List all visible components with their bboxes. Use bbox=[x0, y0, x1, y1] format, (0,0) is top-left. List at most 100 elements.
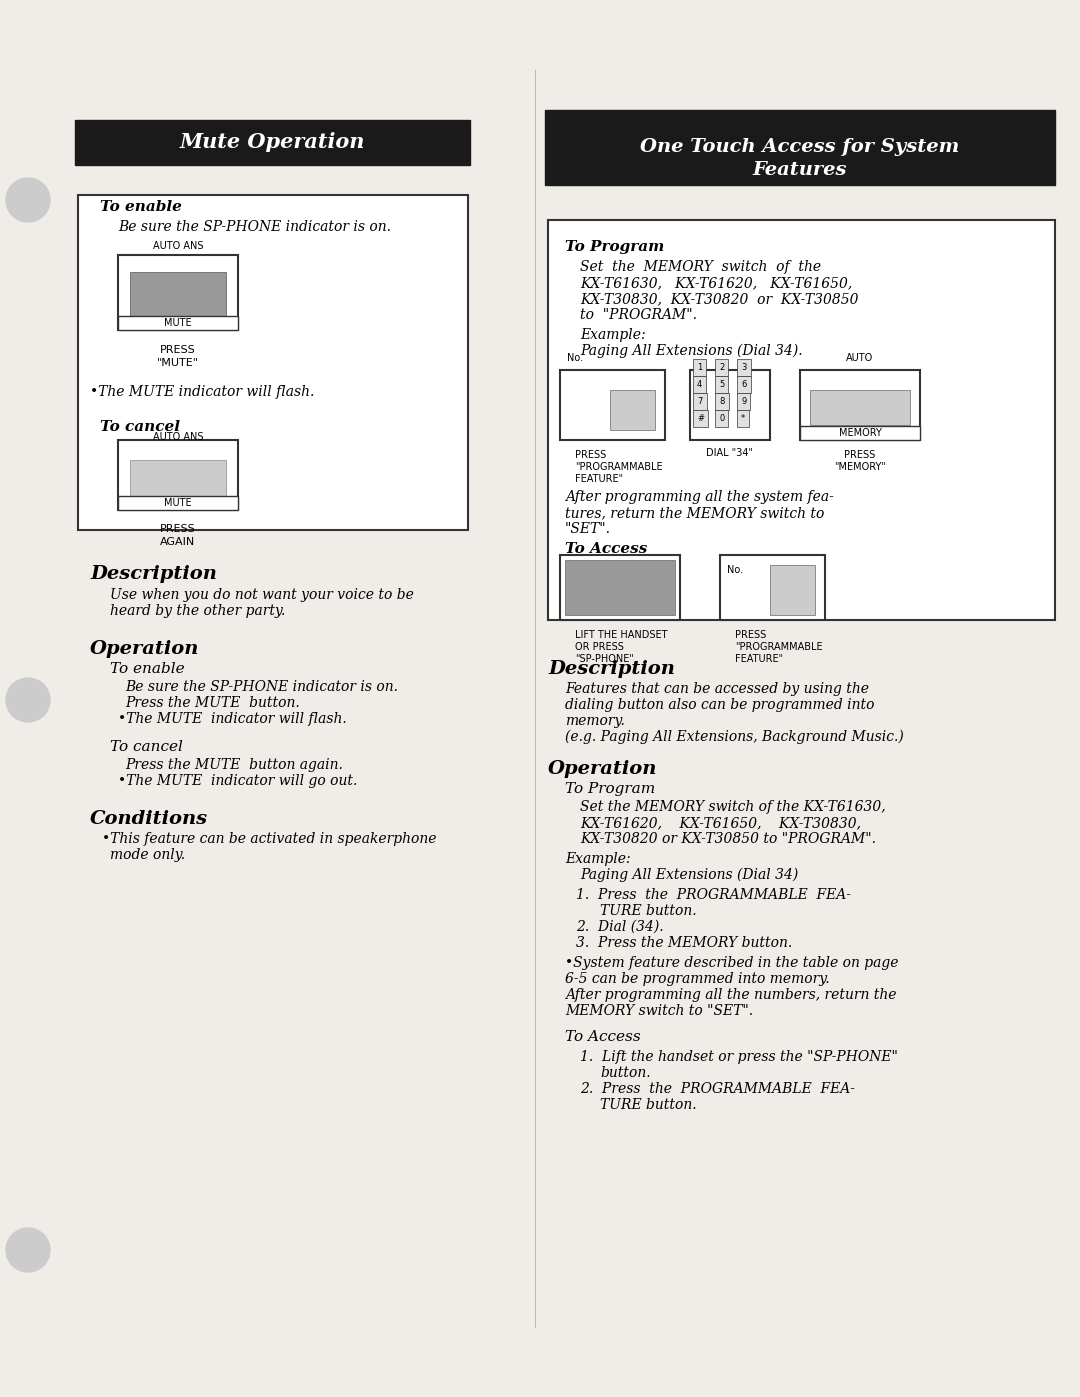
Text: AGAIN: AGAIN bbox=[160, 536, 195, 548]
FancyBboxPatch shape bbox=[770, 564, 815, 615]
Text: 4: 4 bbox=[697, 380, 702, 388]
Text: AUTO ANS: AUTO ANS bbox=[152, 432, 203, 441]
Text: •The MUTE  indicator will go out.: •The MUTE indicator will go out. bbox=[118, 774, 357, 788]
FancyBboxPatch shape bbox=[565, 560, 675, 615]
Text: "PROGRAMMABLE: "PROGRAMMABLE bbox=[735, 643, 823, 652]
Text: Description: Description bbox=[548, 659, 675, 678]
Text: Press the MUTE  button again.: Press the MUTE button again. bbox=[125, 759, 342, 773]
Text: To Program: To Program bbox=[565, 782, 656, 796]
FancyBboxPatch shape bbox=[548, 219, 1055, 620]
FancyBboxPatch shape bbox=[800, 426, 920, 440]
Text: PRESS: PRESS bbox=[575, 450, 606, 460]
Text: *: * bbox=[741, 414, 745, 423]
Text: "MEMORY": "MEMORY" bbox=[834, 462, 886, 472]
FancyBboxPatch shape bbox=[130, 460, 226, 503]
Text: 3: 3 bbox=[741, 363, 746, 372]
FancyBboxPatch shape bbox=[118, 316, 238, 330]
Text: To cancel: To cancel bbox=[100, 420, 180, 434]
Text: To enable: To enable bbox=[100, 200, 181, 214]
Text: Set  the  MEMORY  switch  of  the: Set the MEMORY switch of the bbox=[580, 260, 821, 274]
Text: Paging All Extensions (Dial 34).: Paging All Extensions (Dial 34). bbox=[580, 344, 802, 359]
Circle shape bbox=[6, 1228, 50, 1273]
Text: 1: 1 bbox=[697, 363, 702, 372]
Text: tures, return the MEMORY switch to: tures, return the MEMORY switch to bbox=[565, 506, 824, 520]
Text: •The MUTE  indicator will flash.: •The MUTE indicator will flash. bbox=[118, 712, 347, 726]
FancyBboxPatch shape bbox=[75, 120, 470, 165]
Text: 1.  Press  the  PROGRAMMABLE  FEA-: 1. Press the PROGRAMMABLE FEA- bbox=[576, 888, 851, 902]
Text: TURE button.: TURE button. bbox=[600, 1098, 697, 1112]
Text: Paging All Extensions (Dial 34): Paging All Extensions (Dial 34) bbox=[580, 868, 798, 883]
Circle shape bbox=[6, 678, 50, 722]
Text: Description: Description bbox=[90, 564, 217, 583]
Text: PRESS: PRESS bbox=[735, 630, 766, 640]
Text: Mute Operation: Mute Operation bbox=[179, 131, 365, 152]
Text: After programming all the numbers, return the: After programming all the numbers, retur… bbox=[565, 988, 896, 1002]
Text: 3.  Press the MEMORY button.: 3. Press the MEMORY button. bbox=[576, 936, 793, 950]
Text: To Program: To Program bbox=[565, 240, 664, 254]
Text: Features that can be accessed by using the: Features that can be accessed by using t… bbox=[565, 682, 869, 696]
Text: dialing button also can be programmed into: dialing button also can be programmed in… bbox=[565, 698, 875, 712]
Text: KX-T30830,  KX-T30820  or  KX-T30850: KX-T30830, KX-T30820 or KX-T30850 bbox=[580, 292, 859, 306]
Text: "PROGRAMMABLE: "PROGRAMMABLE bbox=[575, 462, 663, 472]
Text: Conditions: Conditions bbox=[90, 810, 208, 828]
FancyBboxPatch shape bbox=[545, 110, 1055, 184]
Text: KX-T61620,    KX-T61650,    KX-T30830,: KX-T61620, KX-T61650, KX-T30830, bbox=[580, 816, 861, 830]
Text: Operation: Operation bbox=[90, 640, 200, 658]
FancyBboxPatch shape bbox=[130, 272, 226, 320]
Text: KX-T61630,   KX-T61620,   KX-T61650,: KX-T61630, KX-T61620, KX-T61650, bbox=[580, 277, 852, 291]
Text: memory.: memory. bbox=[565, 714, 625, 728]
Text: To cancel: To cancel bbox=[110, 740, 183, 754]
FancyBboxPatch shape bbox=[720, 555, 825, 620]
Text: MEMORY switch to "SET".: MEMORY switch to "SET". bbox=[565, 1004, 753, 1018]
Text: heard by the other party.: heard by the other party. bbox=[110, 604, 285, 617]
Text: #: # bbox=[697, 414, 704, 423]
Text: Example:: Example: bbox=[565, 852, 631, 866]
Text: 2.  Dial (34).: 2. Dial (34). bbox=[576, 921, 663, 935]
Text: To Access: To Access bbox=[565, 1030, 640, 1044]
Text: 8: 8 bbox=[719, 397, 725, 407]
Text: 1.  Lift the handset or press the "SP-PHONE": 1. Lift the handset or press the "SP-PHO… bbox=[580, 1051, 897, 1065]
Text: To Access: To Access bbox=[565, 542, 647, 556]
Text: •This feature can be activated in speakerphone: •This feature can be activated in speake… bbox=[102, 833, 436, 847]
Text: Press the MUTE  button.: Press the MUTE button. bbox=[125, 696, 300, 710]
Text: Be sure the SP-PHONE indicator is on.: Be sure the SP-PHONE indicator is on. bbox=[125, 680, 399, 694]
Text: 2.  Press  the  PROGRAMMABLE  FEA-: 2. Press the PROGRAMMABLE FEA- bbox=[580, 1083, 855, 1097]
FancyBboxPatch shape bbox=[118, 256, 238, 330]
Text: to  "PROGRAM".: to "PROGRAM". bbox=[580, 307, 697, 321]
Text: PRESS: PRESS bbox=[845, 450, 876, 460]
FancyBboxPatch shape bbox=[690, 370, 770, 440]
Text: MUTE: MUTE bbox=[164, 319, 192, 328]
Text: "SP-PHONE": "SP-PHONE" bbox=[575, 654, 634, 664]
Text: Features: Features bbox=[753, 161, 847, 179]
Text: After programming all the system fea-: After programming all the system fea- bbox=[565, 490, 834, 504]
FancyBboxPatch shape bbox=[561, 555, 680, 620]
Text: •System feature described in the table on page: •System feature described in the table o… bbox=[565, 956, 899, 970]
Text: PRESS: PRESS bbox=[160, 345, 195, 355]
FancyBboxPatch shape bbox=[78, 196, 468, 529]
FancyBboxPatch shape bbox=[800, 370, 920, 440]
Text: Use when you do not want your voice to be: Use when you do not want your voice to b… bbox=[110, 588, 414, 602]
Text: No.: No. bbox=[727, 564, 743, 576]
Text: Set the MEMORY switch of the KX-T61630,: Set the MEMORY switch of the KX-T61630, bbox=[580, 800, 886, 814]
Text: Example:: Example: bbox=[580, 328, 646, 342]
Text: One Touch Access for System: One Touch Access for System bbox=[640, 138, 960, 156]
Text: Be sure the SP-PHONE indicator is on.: Be sure the SP-PHONE indicator is on. bbox=[118, 219, 391, 235]
Text: AUTO ANS: AUTO ANS bbox=[152, 242, 203, 251]
Text: AUTO: AUTO bbox=[847, 353, 874, 363]
Text: 0: 0 bbox=[719, 414, 725, 423]
FancyBboxPatch shape bbox=[118, 440, 238, 510]
Text: LIFT THE HANDSET: LIFT THE HANDSET bbox=[575, 630, 667, 640]
Text: DIAL "34": DIAL "34" bbox=[706, 448, 754, 458]
Text: Operation: Operation bbox=[548, 760, 658, 778]
Text: (e.g. Paging All Extensions, Background Music.): (e.g. Paging All Extensions, Background … bbox=[565, 731, 904, 745]
Text: •The MUTE indicator will flash.: •The MUTE indicator will flash. bbox=[90, 386, 314, 400]
FancyBboxPatch shape bbox=[118, 496, 238, 510]
Text: "MUTE": "MUTE" bbox=[157, 358, 199, 367]
FancyBboxPatch shape bbox=[610, 390, 654, 430]
Text: mode only.: mode only. bbox=[110, 848, 185, 862]
Text: OR PRESS: OR PRESS bbox=[575, 643, 624, 652]
Text: To enable: To enable bbox=[110, 662, 185, 676]
FancyBboxPatch shape bbox=[561, 370, 665, 440]
Text: 2: 2 bbox=[719, 363, 725, 372]
Text: 6: 6 bbox=[741, 380, 746, 388]
